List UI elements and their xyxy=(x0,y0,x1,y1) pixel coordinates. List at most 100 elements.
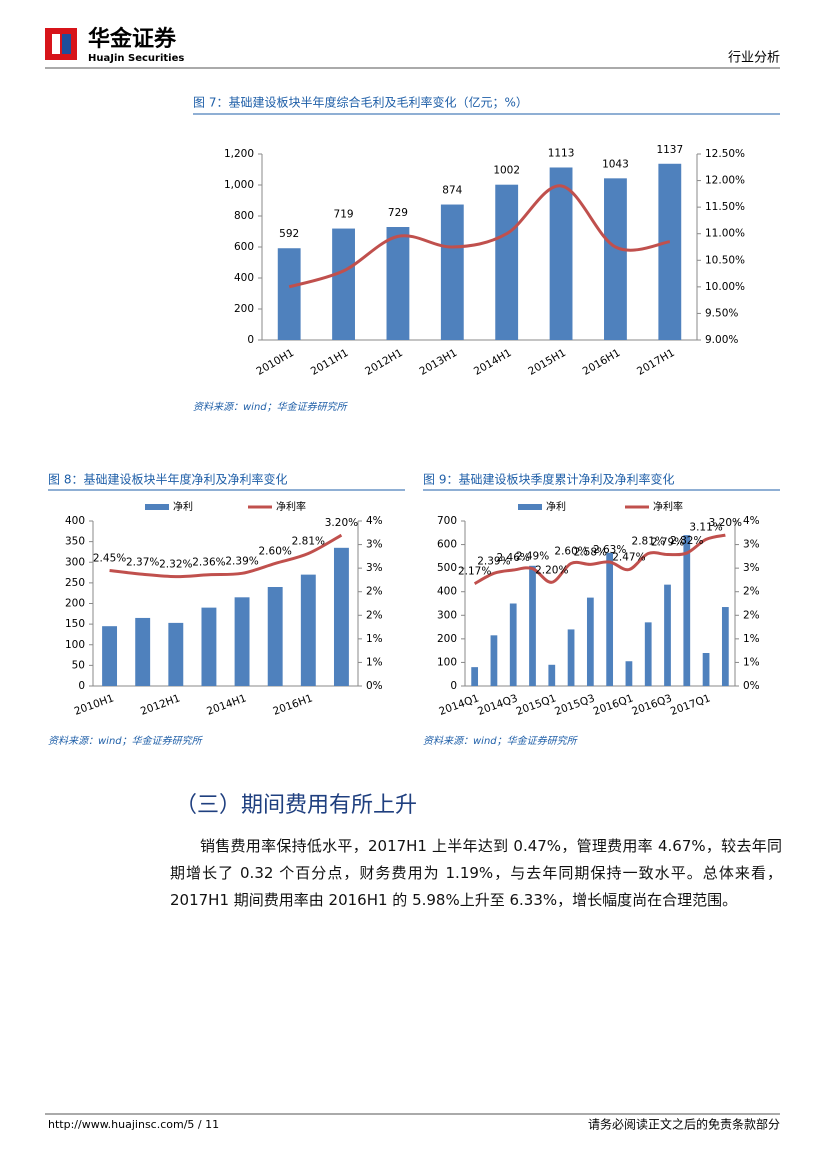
x-tick-label: 2016H1 xyxy=(581,347,623,378)
x-tick-label: 2012H1 xyxy=(363,347,405,378)
line-value-label: 2.81% xyxy=(292,536,325,548)
legend-label: 净利率 xyxy=(276,500,306,513)
legend-label: 净利 xyxy=(546,500,566,513)
line-value-label: 3.20% xyxy=(709,517,742,529)
x-tick-label: 2014Q3 xyxy=(476,692,519,718)
y2-tick-label: 0% xyxy=(743,680,760,692)
bar-value-label: 1137 xyxy=(656,144,683,156)
x-tick-label: 2015Q3 xyxy=(553,692,596,718)
line-value-label: 2.46% xyxy=(497,552,530,564)
y-tick-label: 500 xyxy=(437,562,457,574)
line-value-label: 2.63% xyxy=(593,544,626,556)
section-heading: （三）期间费用有所上升 xyxy=(175,793,417,818)
line xyxy=(288,184,671,289)
brand-en: HuaJin Securities xyxy=(88,53,184,64)
y2-tick-label: 12.00% xyxy=(705,175,745,187)
x-tick-label: 2014H1 xyxy=(205,692,248,717)
x-tick-label: 2016Q3 xyxy=(630,692,673,718)
y2-tick-label: 10.50% xyxy=(705,254,745,266)
x-tick-label: 2012H1 xyxy=(139,692,182,717)
x-tick-label: 2011H1 xyxy=(309,347,351,378)
x-tick-label: 2014Q1 xyxy=(437,692,480,718)
line-value-label: 2.39% xyxy=(477,555,510,567)
y2-tick-label: 11.50% xyxy=(705,201,745,213)
y2-tick-label: 3% xyxy=(366,562,383,574)
bar xyxy=(102,626,118,686)
y-tick-label: 400 xyxy=(437,586,457,598)
bar xyxy=(702,653,710,686)
y-tick-label: 1,200 xyxy=(224,148,254,160)
line xyxy=(473,533,726,586)
bar xyxy=(658,163,682,340)
figure-source: 资料来源：wind；华金证券研究所 xyxy=(423,735,579,747)
y2-tick-label: 4% xyxy=(743,515,760,527)
x-tick-label: 2013H1 xyxy=(418,347,460,378)
x-tick-label: 2017H1 xyxy=(635,347,677,378)
y2-tick-label: 9.00% xyxy=(705,334,738,346)
bar xyxy=(495,184,519,340)
line-value-label: 2.60% xyxy=(259,545,292,557)
line-value-label: 2.45% xyxy=(93,553,126,565)
line-value-label: 3.20% xyxy=(325,517,358,529)
figure-source: 资料来源：wind；华金证券研究所 xyxy=(48,735,204,747)
bar xyxy=(168,622,184,686)
figure-title: 图 8：基础建设板块半年度净利及净利率变化 xyxy=(48,472,287,487)
bar xyxy=(440,204,464,340)
y-tick-label: 50 xyxy=(72,659,85,671)
y-tick-label: 400 xyxy=(234,272,254,284)
bar xyxy=(300,574,316,686)
line-value-label: 2.82% xyxy=(670,535,703,547)
x-tick-label: 2016H1 xyxy=(271,692,314,717)
y-tick-label: 600 xyxy=(234,241,254,253)
logo xyxy=(45,28,77,60)
y-tick-label: 350 xyxy=(65,536,85,548)
y2-tick-label: 3% xyxy=(743,539,760,551)
bar xyxy=(683,535,691,686)
y2-tick-label: 10.00% xyxy=(705,281,745,293)
line-value-label: 2.32% xyxy=(159,559,192,571)
y-tick-label: 600 xyxy=(437,539,457,551)
legend-label: 净利率 xyxy=(653,500,683,513)
y-tick-label: 0 xyxy=(247,334,254,346)
bar-value-label: 1043 xyxy=(602,158,629,170)
y2-tick-label: 2% xyxy=(743,609,760,621)
x-tick-label: 2010H1 xyxy=(73,692,116,717)
y2-tick-label: 12.50% xyxy=(705,148,745,160)
legend-swatch xyxy=(518,504,542,510)
bar xyxy=(490,635,498,686)
y2-tick-label: 3% xyxy=(743,562,760,574)
y2-tick-label: 1% xyxy=(366,633,383,645)
bar xyxy=(548,664,556,686)
y-tick-label: 250 xyxy=(65,577,85,589)
line-value-label: 2.81% xyxy=(632,536,665,548)
figure-title: 图 7：基础建设板块半年度综合毛利及毛利率变化（亿元；%） xyxy=(193,95,528,110)
figure-title: 图 9：基础建设板块季度累计净利及净利率变化 xyxy=(423,472,674,487)
y-tick-label: 800 xyxy=(234,210,254,222)
y-tick-label: 300 xyxy=(65,556,85,568)
bar xyxy=(721,607,729,686)
bar xyxy=(267,587,283,686)
y2-tick-label: 0% xyxy=(366,680,383,692)
y-tick-label: 1,000 xyxy=(224,179,254,191)
y2-tick-label: 2% xyxy=(366,586,383,598)
bar xyxy=(644,622,652,686)
y-tick-label: 400 xyxy=(65,515,85,527)
footer-url: http://www.huajinsc.com/5 / 11 xyxy=(48,1118,219,1131)
y-tick-label: 0 xyxy=(78,680,85,692)
bar xyxy=(471,667,479,686)
figure-source: 资料来源：wind；华金证券研究所 xyxy=(193,401,349,413)
line-value-label: 2.49% xyxy=(516,551,549,563)
bar xyxy=(201,607,217,686)
bar-value-label: 729 xyxy=(388,207,408,219)
x-tick-label: 2016Q1 xyxy=(592,692,635,718)
y-tick-label: 0 xyxy=(450,680,457,692)
bar xyxy=(606,552,614,686)
y2-tick-label: 2% xyxy=(366,609,383,621)
bar xyxy=(277,248,301,340)
section-label: 行业分析 xyxy=(728,51,780,66)
bar-value-label: 719 xyxy=(334,209,354,221)
bar xyxy=(332,228,355,340)
x-tick-label: 2017Q1 xyxy=(669,692,712,718)
legend-swatch xyxy=(145,504,169,510)
bar xyxy=(234,597,250,686)
